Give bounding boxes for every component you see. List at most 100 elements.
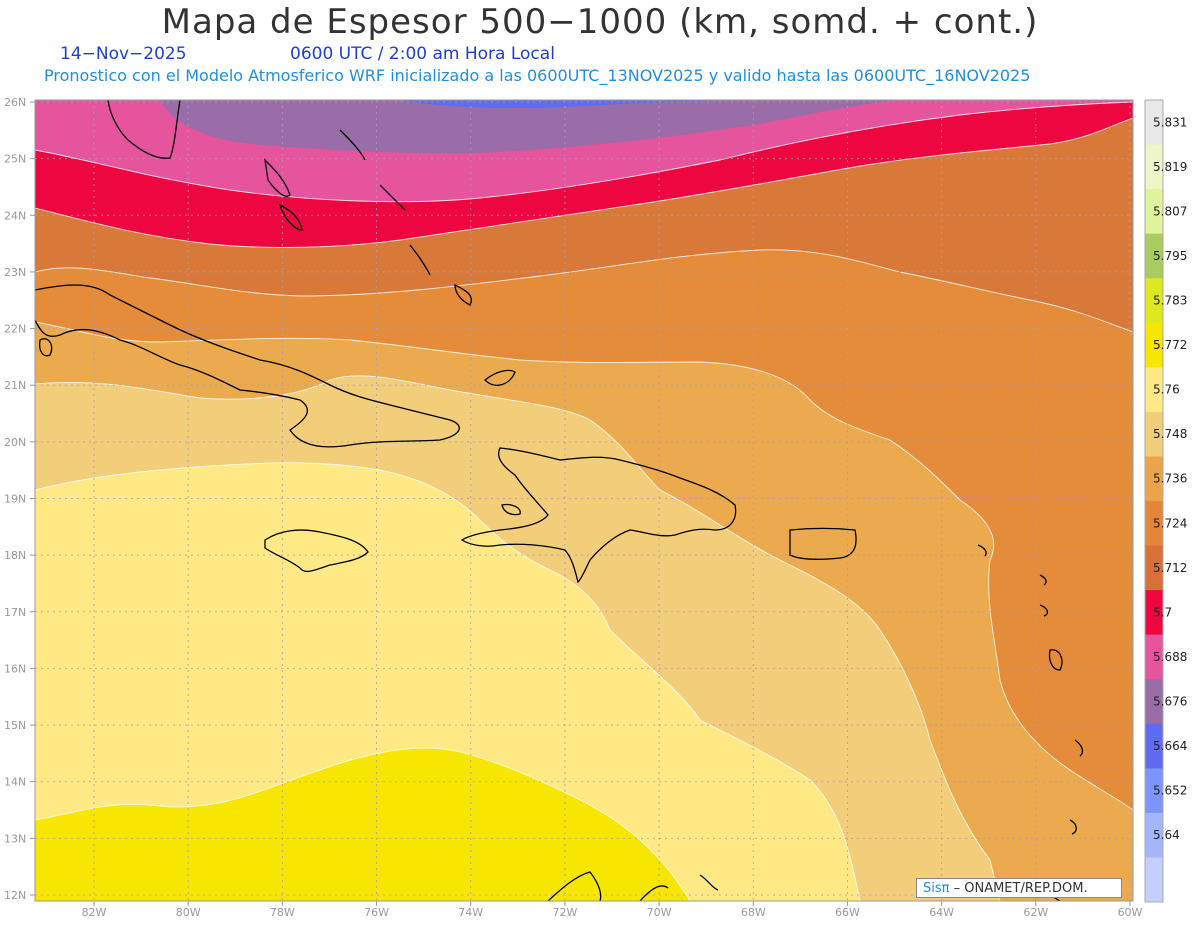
bahamas-island bbox=[264, 158, 291, 197]
bahamas-island bbox=[339, 129, 366, 161]
south-america-coast bbox=[639, 885, 669, 901]
lon-label: 78W bbox=[270, 906, 295, 919]
lon-label: 64W bbox=[929, 906, 954, 919]
bahamas-island bbox=[454, 283, 472, 306]
colorbar-label: 5.724 bbox=[1153, 516, 1187, 530]
bahamas-island bbox=[379, 184, 406, 211]
lat-label: 25N bbox=[4, 153, 26, 166]
colorbar-label: 5.772 bbox=[1153, 338, 1187, 352]
colorbar: 5.831 5.819 5.807 5.795 5.783 5.772 5.76 5.748 5… bbox=[1144, 99, 1187, 903]
colorbar-label: 5.795 bbox=[1153, 249, 1187, 263]
lon-label: 70W bbox=[647, 906, 672, 919]
lesser-antilles bbox=[1048, 649, 1063, 671]
colorbar-label: 5.712 bbox=[1153, 561, 1187, 575]
colorbar-swatch bbox=[1145, 768, 1163, 814]
lesser-antilles bbox=[1039, 574, 1047, 586]
lat-label: 13N bbox=[4, 832, 26, 845]
colorbar-swatch bbox=[1145, 322, 1163, 368]
credit-box: Sisπ – ONAMET/REP.DOM. bbox=[916, 878, 1122, 898]
lon-label: 74W bbox=[458, 906, 483, 919]
colorbar-swatch bbox=[1145, 189, 1163, 235]
lon-label: 60W bbox=[1118, 906, 1143, 919]
colorbar-swatch bbox=[1145, 545, 1163, 591]
lesser-antilles bbox=[1039, 604, 1049, 617]
lat-label: 24N bbox=[4, 209, 26, 222]
lon-label: 66W bbox=[835, 906, 860, 919]
colorbar-swatch bbox=[1145, 100, 1163, 146]
lat-label: 19N bbox=[4, 493, 26, 506]
gonave-island bbox=[501, 503, 521, 516]
jamaica-coast bbox=[264, 529, 369, 573]
lat-label: 26N bbox=[4, 96, 26, 109]
colorbar-swatch bbox=[1145, 723, 1163, 769]
lesser-antilles bbox=[977, 544, 987, 557]
florida-coast bbox=[107, 100, 181, 159]
colorbar-swatch bbox=[1145, 679, 1163, 725]
hispaniola-coast bbox=[460, 447, 737, 584]
credit-text: – ONAMET/REP.DOM. bbox=[953, 881, 1088, 896]
lat-label: 12N bbox=[4, 889, 26, 902]
fill-light-yellow bbox=[35, 462, 860, 901]
lon-label: 82W bbox=[82, 906, 107, 919]
sispi-logo: Sisπ bbox=[923, 881, 950, 896]
colorbar-label: 5.64 bbox=[1153, 828, 1180, 842]
lesser-antilles bbox=[1069, 819, 1077, 835]
lat-label: 16N bbox=[4, 662, 26, 675]
coastlines bbox=[35, 100, 1084, 901]
colorbar-label: 5.831 bbox=[1153, 115, 1187, 129]
contour-fills bbox=[35, 100, 1133, 901]
map-frame bbox=[34, 99, 1134, 902]
colorbar-swatch bbox=[1145, 144, 1163, 190]
colorbar-swatch bbox=[1145, 501, 1163, 547]
forecast-date: 14−Nov−2025 bbox=[60, 44, 187, 64]
south-america-coast bbox=[547, 871, 602, 901]
lat-label: 23N bbox=[4, 266, 26, 279]
puerto-rico-coast bbox=[789, 527, 857, 560]
colorbar-label: 5.652 bbox=[1153, 784, 1187, 798]
forecast-time: 0600 UTC / 2:00 am Hora Local bbox=[290, 44, 555, 64]
colorbar-label: 5.736 bbox=[1153, 472, 1187, 486]
cuba-coast bbox=[35, 284, 460, 448]
bahamas-island bbox=[278, 203, 303, 231]
turks-caicos bbox=[484, 369, 516, 386]
isla-juventud bbox=[38, 338, 53, 357]
colorbar-swatch bbox=[1145, 456, 1163, 502]
colorbar-label: 5.819 bbox=[1153, 160, 1187, 174]
bahamas-island bbox=[409, 244, 431, 276]
colorbar-swatch bbox=[1145, 812, 1163, 858]
contour-lines bbox=[35, 101, 1133, 901]
latitude-labels: 26N 25N 24N 23N 22N 21N 20N 19N 18N 17N 16N 15N 14N 1… bbox=[4, 96, 35, 902]
lat-label: 21N bbox=[4, 379, 26, 392]
lon-label: 80W bbox=[176, 906, 201, 919]
map-title: Mapa de Espesor 500−1000 (km, somd. + co… bbox=[161, 2, 1039, 42]
lat-label: 22N bbox=[4, 323, 26, 336]
longitude-labels: 82W 80W 78W 76W 74W 72W 70W 68W 66W 64W 62W 60W bbox=[82, 901, 1143, 919]
colorbar-swatch bbox=[1145, 634, 1163, 680]
model-info: Pronostico con el Modelo Atmosferico WRF… bbox=[44, 66, 1031, 85]
lat-label: 14N bbox=[4, 776, 26, 789]
colorbar-label: 5.7 bbox=[1153, 605, 1172, 619]
lesser-antilles bbox=[1074, 739, 1084, 757]
colorbar-swatch bbox=[1145, 233, 1163, 279]
colorbar-label: 5.676 bbox=[1153, 695, 1187, 709]
colorbar-swatch bbox=[1145, 590, 1163, 636]
lat-lon-grid bbox=[35, 100, 1133, 901]
colorbar-swatch bbox=[1145, 367, 1163, 413]
south-america-coast bbox=[699, 874, 719, 891]
colorbar-label: 5.783 bbox=[1153, 294, 1187, 308]
lon-label: 76W bbox=[364, 906, 389, 919]
colorbar-label: 5.664 bbox=[1153, 739, 1187, 753]
colorbar-label: 5.688 bbox=[1153, 650, 1187, 664]
colorbar-label: 5.76 bbox=[1153, 383, 1180, 397]
colorbar-label: 5.748 bbox=[1153, 427, 1187, 441]
lon-label: 72W bbox=[552, 906, 577, 919]
colorbar-frame bbox=[1144, 99, 1164, 903]
colorbar-label: 5.807 bbox=[1153, 204, 1187, 218]
lat-label: 17N bbox=[4, 606, 26, 619]
fill-yellow bbox=[35, 748, 690, 901]
lon-label: 68W bbox=[741, 906, 766, 919]
colorbar-swatch bbox=[1145, 857, 1163, 903]
lat-label: 20N bbox=[4, 436, 26, 449]
colorbar-swatch bbox=[1145, 411, 1163, 457]
